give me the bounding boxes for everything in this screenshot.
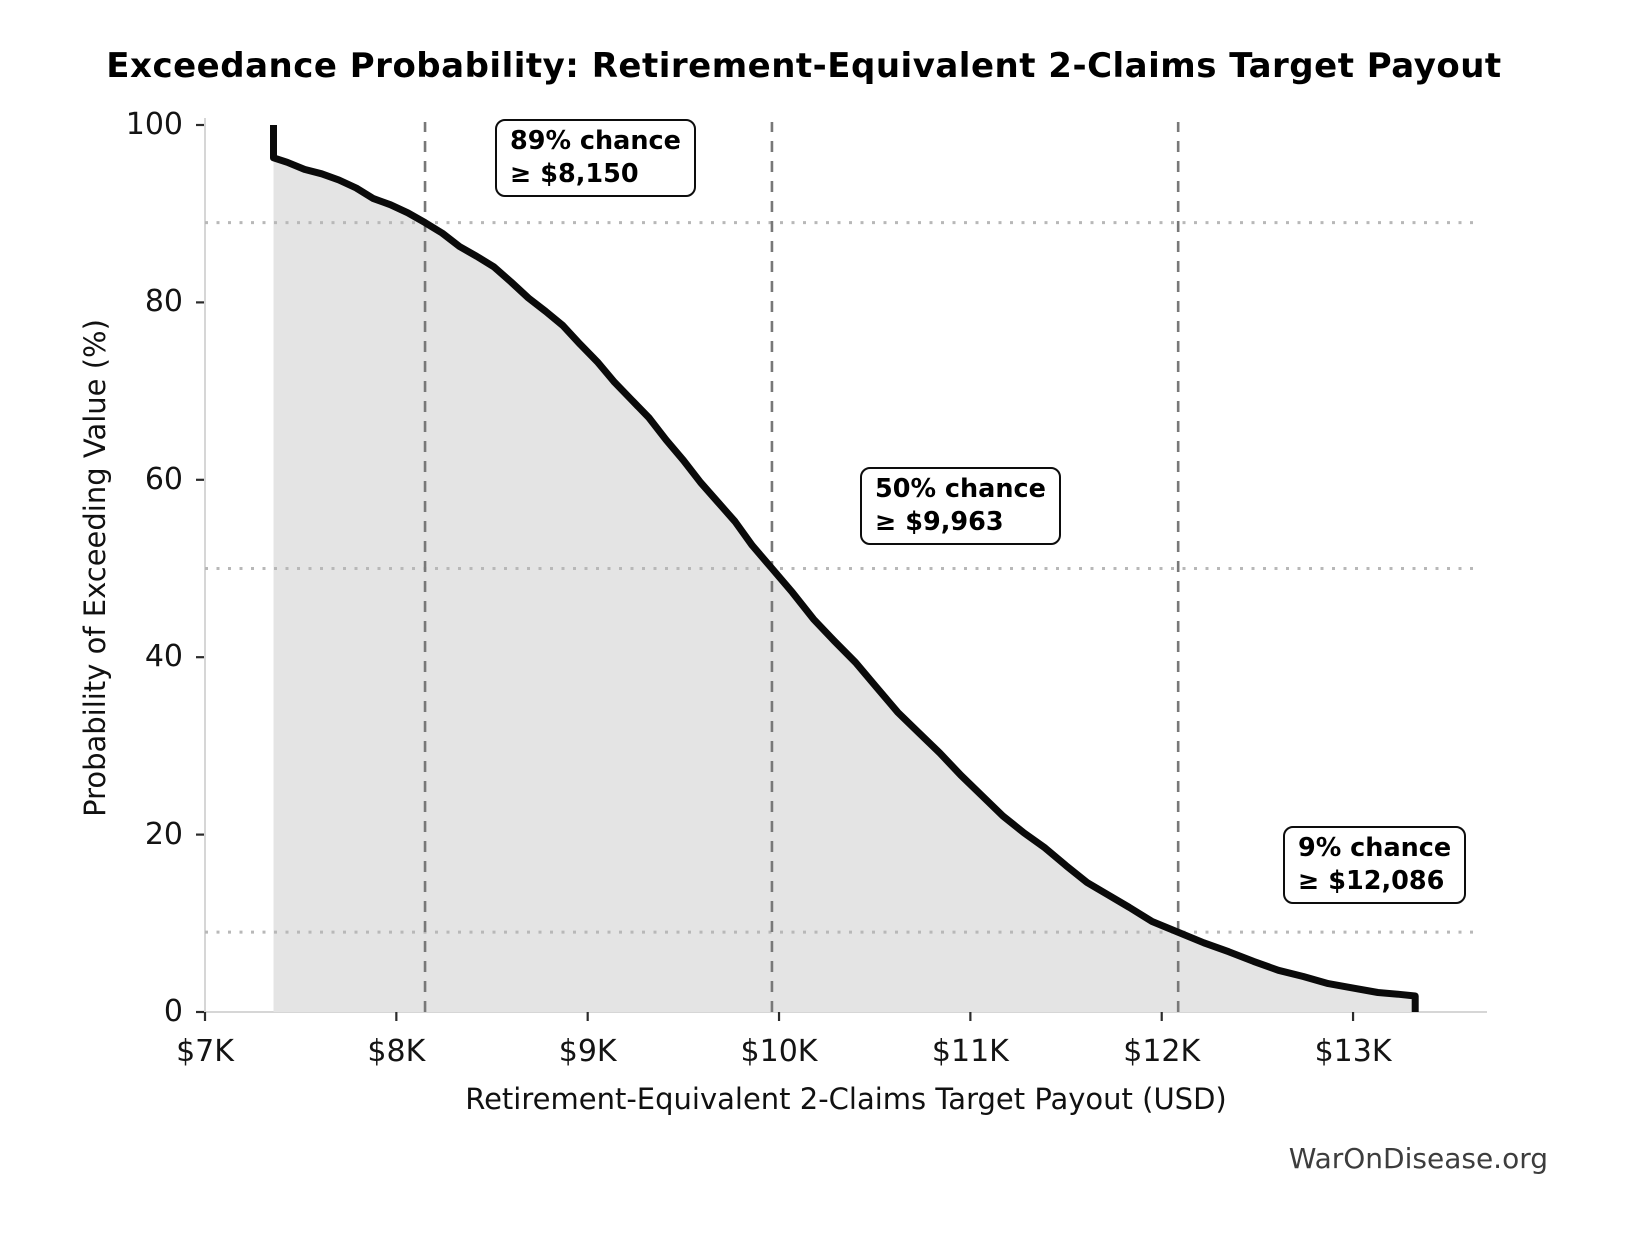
annotation-line-2: ≥ $8,150 [510, 159, 639, 189]
x-tick-label-$10K: $10K [740, 1034, 818, 1069]
y-tick-label-20: 20 [144, 816, 183, 852]
annotation-line-1: 89% chance [510, 126, 681, 156]
annotation-box-89pct: 89% chance ≥ $8,150 [495, 119, 696, 197]
annotation-line-1: 9% chance [1298, 833, 1452, 863]
x-tick-label-$7K: $7K [176, 1034, 234, 1069]
x-tick-label-$9K: $9K [558, 1034, 617, 1069]
y-tick-label-0: 0 [163, 994, 183, 1029]
exceedance-curve [270, 125, 1419, 1012]
x-tick-label-$11K: $11K [931, 1034, 1009, 1069]
x-axis-title: Retirement-Equivalent 2-Claims Target Pa… [465, 1082, 1227, 1116]
y-tick-label-40: 40 [144, 639, 183, 675]
y-tick-label-80: 80 [144, 284, 183, 320]
x-tick-label-$12K: $12K [1123, 1034, 1201, 1069]
x-tick-label-$8K: $8K [367, 1034, 426, 1069]
annotation-box-50pct: 50% chance ≥ $9,963 [860, 467, 1061, 545]
x-tick-label-$13K: $13K [1314, 1034, 1392, 1069]
y-tick-label-60: 60 [144, 461, 183, 497]
annotation-line-2: ≥ $12,086 [1298, 866, 1445, 896]
annotation-box-9pct: 9% chance ≥ $12,086 [1283, 826, 1467, 904]
curve-fill-area [273, 125, 1416, 1012]
chart-title: Exceedance Probability: Retirement-Equiv… [106, 46, 1502, 86]
y-tick-label-100: 100 [125, 107, 183, 142]
annotation-line-1: 50% chance [875, 474, 1046, 504]
watermark-text: WarOnDisease.org [1288, 1142, 1548, 1175]
annotation-line-2: ≥ $9,963 [875, 507, 1004, 537]
